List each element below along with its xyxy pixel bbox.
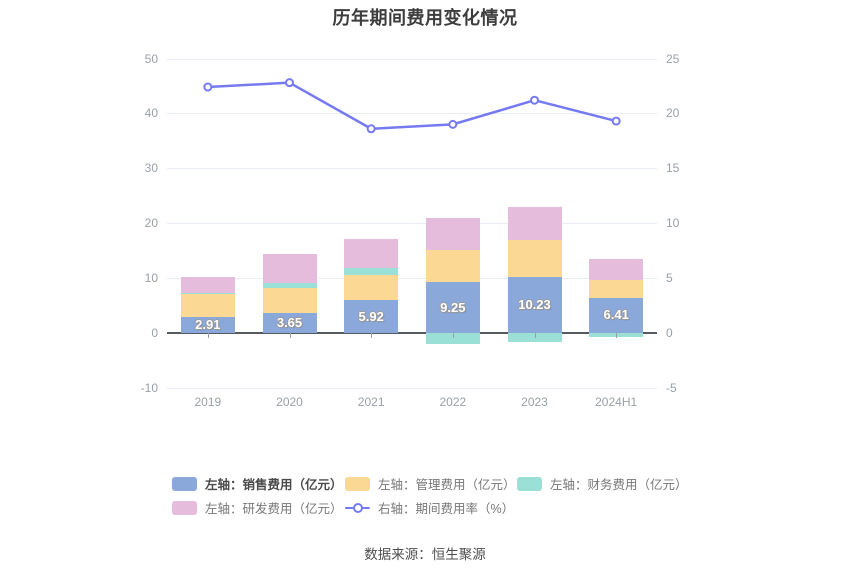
bar-segment-rd-2024H1[interactable]	[589, 258, 644, 280]
rate-point-2023[interactable]	[530, 95, 539, 105]
bar-segment-sales-2021[interactable]	[344, 300, 399, 333]
x-axis-tick	[371, 333, 373, 338]
legend-item-rate_line[interactable]: 右轴：期间费用率（%）	[345, 500, 517, 516]
bar-value-label: 3.65	[276, 314, 303, 330]
bar-segment-finance-2022[interactable]	[425, 333, 480, 344]
legend-line-symbol-icon	[345, 502, 370, 513]
legend-label: 右轴：期间费用率（%）	[378, 502, 515, 516]
rate-point-2019[interactable]	[203, 82, 213, 92]
x-axis-zero-line	[167, 332, 657, 334]
right-axis-tick-label: -5	[666, 380, 677, 395]
gridline	[167, 168, 657, 169]
legend-item-rd[interactable]: 左轴：研发费用（亿元）	[172, 500, 345, 516]
bar-segment-sales-2022[interactable]	[425, 282, 480, 333]
bar-segment-admin-2021[interactable]	[344, 274, 399, 301]
gridline	[167, 278, 657, 279]
x-axis-tick	[534, 333, 536, 338]
x-axis-category-label: 2022	[439, 395, 467, 409]
bar-segment-admin-2024H1[interactable]	[589, 279, 644, 298]
bar-value-label: 2.91	[195, 317, 221, 332]
gridline	[167, 59, 657, 60]
legend: 左轴：销售费用（亿元） 左轴：管理费用（亿元） 左轴：财务费用（亿元） 左轴：研发费用…	[172, 476, 697, 516]
legend-label: 左轴：财务费用（亿元）	[550, 478, 688, 492]
legend-item-finance[interactable]: 左轴：财务费用（亿元）	[517, 476, 697, 492]
legend-label: 左轴：研发费用（亿元）	[205, 502, 343, 516]
bar-segment-rd-2020[interactable]	[262, 254, 317, 284]
right-axis-tick-label: 20	[666, 106, 680, 121]
left-axis-tick-label: 40	[144, 106, 158, 121]
right-axis-tick-label: 5	[666, 271, 673, 286]
rate-line[interactable]	[207, 81, 617, 131]
gridline	[167, 113, 657, 114]
legend-line-marker-icon	[352, 502, 363, 513]
bar-segment-sales-2023[interactable]	[507, 276, 562, 333]
right-axis-tick-label: 15	[666, 161, 680, 176]
rate-point-2020[interactable]	[285, 78, 294, 88]
right-axis-tick-label: 10	[666, 216, 680, 231]
bar-segment-admin-2023[interactable]	[507, 240, 562, 277]
x-axis-tick	[207, 333, 209, 338]
bar-segment-admin-2022[interactable]	[425, 249, 480, 283]
legend-label: 左轴：销售费用（亿元）	[205, 478, 343, 492]
gridline	[167, 223, 657, 224]
bar-segment-rd-2023[interactable]	[507, 206, 562, 241]
data-source: 数据来源：恒生聚源	[364, 547, 486, 562]
bar-segment-sales-2020[interactable]	[262, 312, 317, 333]
rate-point-2024H1[interactable]	[611, 116, 621, 126]
bar-value-label: 6.41	[603, 307, 629, 323]
bar-segment-finance-2019[interactable]	[180, 292, 235, 294]
legend-swatch-icon	[172, 476, 197, 491]
bar-segment-sales-2024H1[interactable]	[589, 297, 644, 333]
bar-value-label: 10.23	[518, 296, 551, 312]
bar-segment-rd-2022[interactable]	[425, 217, 480, 250]
legend-swatch-icon	[517, 476, 542, 491]
right-axis-tick-label: 0	[666, 326, 673, 340]
gridline	[167, 388, 657, 389]
x-axis-category-label: 2020	[276, 395, 303, 409]
bar-segment-admin-2020[interactable]	[262, 287, 317, 313]
bar-segment-rd-2019[interactable]	[180, 276, 235, 293]
legend-item-admin[interactable]: 左轴：管理费用（亿元）	[345, 476, 517, 492]
bar-segment-rd-2021[interactable]	[344, 239, 399, 269]
legend-swatch-icon	[345, 476, 370, 491]
legend-swatch-icon	[172, 500, 197, 515]
left-axis-tick-label: -10	[140, 380, 158, 395]
left-axis-tick-label: 30	[144, 161, 158, 176]
rate-point-2022[interactable]	[448, 119, 458, 129]
legend-label: 左轴：管理费用（亿元）	[378, 478, 516, 492]
bar-segment-finance-2020[interactable]	[262, 283, 317, 288]
x-axis-tick	[616, 333, 618, 338]
right-axis-tick-label: 25	[666, 51, 680, 66]
bar-value-label: 9.25	[440, 299, 466, 315]
left-axis-tick-label: 10	[144, 271, 158, 286]
chart-title: 历年期间费用变化情况	[332, 8, 518, 28]
x-axis-category-label: 2021	[357, 395, 385, 409]
rate-point-2021[interactable]	[366, 124, 376, 134]
x-axis-tick	[452, 333, 454, 338]
bar-segment-admin-2019[interactable]	[180, 293, 235, 317]
x-axis-category-label: 2024H1	[595, 395, 638, 409]
left-axis-tick-label: 20	[144, 216, 158, 231]
left-axis-tick-label: 50	[144, 51, 158, 66]
bar-value-label: 5.92	[358, 308, 384, 324]
x-axis-tick	[289, 333, 291, 338]
bar-segment-sales-2019[interactable]	[180, 317, 235, 333]
left-axis-tick-label: 0	[151, 326, 158, 340]
x-axis-category-label: 2023	[521, 395, 548, 409]
x-axis-category-label: 2019	[194, 395, 222, 409]
bar-segment-finance-2021[interactable]	[344, 268, 399, 275]
legend-item-sales[interactable]: 左轴：销售费用（亿元）	[172, 476, 345, 492]
